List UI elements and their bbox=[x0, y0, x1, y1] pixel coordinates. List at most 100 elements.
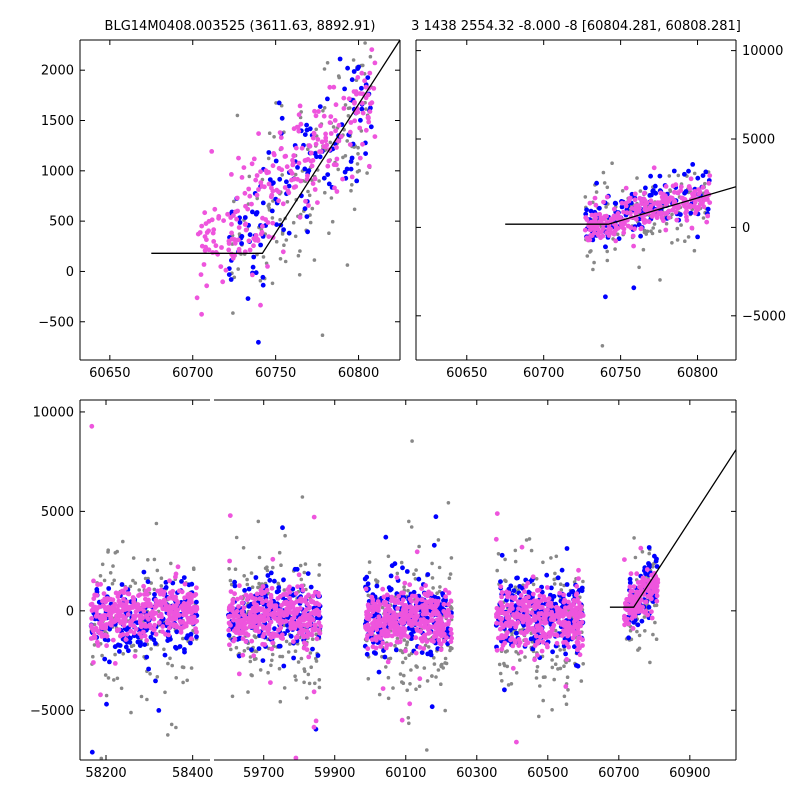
full-lightcurve-seg2-point-magenta bbox=[425, 593, 430, 598]
full-lightcurve-seg2-point-magenta bbox=[536, 639, 541, 644]
full-lightcurve-seg2-point-magenta bbox=[570, 635, 576, 641]
full-lightcurve-seg2-point-magenta bbox=[238, 595, 244, 600]
zoom-left-point-grey bbox=[279, 103, 284, 108]
zoom-left-point-magenta bbox=[284, 164, 290, 170]
full-lightcurve-seg2-point-magenta bbox=[413, 599, 419, 605]
full-lightcurve-seg2-point-grey bbox=[579, 679, 584, 683]
full-lightcurve-seg2-point-grey bbox=[280, 654, 285, 659]
full-lightcurve-seg2-point-grey bbox=[581, 579, 585, 584]
full-lightcurve-seg2-point-grey bbox=[518, 658, 522, 662]
full-lightcurve-seg2-point-magenta bbox=[529, 610, 535, 616]
full-lightcurve-seg2-point-grey bbox=[559, 588, 564, 592]
full-lightcurve-seg2-point-grey bbox=[438, 585, 442, 589]
full-lightcurve-seg2-point-grey bbox=[303, 562, 308, 566]
full-lightcurve-seg1-point-magenta bbox=[104, 643, 109, 649]
full-lightcurve-seg1-point-blue bbox=[137, 643, 143, 648]
zoom-right-point-grey bbox=[652, 222, 657, 226]
full-lightcurve-seg1-point-magenta bbox=[156, 620, 162, 625]
full-lightcurve-seg2-point-magenta bbox=[387, 607, 393, 613]
full-lightcurve-seg1-point-grey bbox=[131, 643, 136, 648]
zoom-left-point-magenta bbox=[194, 295, 200, 301]
full-lightcurve-seg2-point-grey bbox=[366, 677, 371, 681]
full-lightcurve-seg2-point-grey bbox=[425, 679, 430, 683]
full-lightcurve-seg1-point-grey bbox=[121, 539, 125, 544]
full-lightcurve-seg2-point-magenta bbox=[242, 621, 248, 626]
zoom-left-point-blue bbox=[307, 126, 313, 132]
full-lightcurve-seg2-point-grey bbox=[271, 565, 275, 570]
full-lightcurve-seg2-point-magenta bbox=[509, 636, 515, 642]
full-lightcurve-seg2-point-grey bbox=[279, 563, 283, 567]
full-lightcurve-seg2-point-magenta bbox=[443, 587, 448, 593]
full-lightcurve-seg2-point-magenta bbox=[573, 598, 578, 604]
full-lightcurve-seg2-point-grey bbox=[293, 649, 298, 653]
full-lightcurve-seg2-point-magenta bbox=[268, 599, 274, 605]
full-lightcurve-seg2-point-magenta bbox=[303, 599, 308, 604]
full-lightcurve-seg1-point-magenta bbox=[120, 604, 126, 610]
full-lightcurve-seg2-point-magenta bbox=[512, 615, 518, 620]
full-lightcurve-seg1-point-blue bbox=[144, 654, 150, 660]
full-lightcurve-seg2-point-magenta bbox=[288, 621, 293, 627]
full-lightcurve-seg2-point-blue bbox=[530, 646, 536, 652]
zoom-right-point-grey bbox=[668, 188, 672, 192]
zoom-right-point-magenta bbox=[682, 203, 687, 209]
full-lightcurve-seg1-point-magenta bbox=[174, 622, 179, 628]
full-lightcurve-seg1-point-magenta bbox=[98, 581, 103, 587]
full-lightcurve-seg2-xtick-label: 60300 bbox=[456, 766, 497, 781]
full-lightcurve-seg2-point-magenta bbox=[311, 724, 317, 730]
full-lightcurve-seg2-point-grey bbox=[406, 588, 410, 593]
full-lightcurve-seg2-point-grey bbox=[647, 551, 651, 556]
full-lightcurve-seg2-point-grey bbox=[562, 694, 567, 699]
zoom-right-point-blue bbox=[636, 222, 642, 228]
zoom-left-point-blue bbox=[284, 179, 289, 185]
zoom-right-point-magenta bbox=[634, 216, 639, 222]
full-lightcurve-seg2-point-magenta bbox=[227, 513, 233, 518]
zoom-left-point-grey bbox=[320, 333, 325, 338]
full-lightcurve-seg2-point-grey bbox=[432, 662, 437, 666]
zoom-left-point-magenta bbox=[327, 120, 333, 125]
zoom-left-point-magenta bbox=[305, 157, 311, 162]
full-lightcurve-seg1-point-grey bbox=[149, 647, 153, 651]
full-lightcurve-seg2-point-magenta bbox=[307, 622, 313, 628]
full-lightcurve-seg2-point-magenta bbox=[226, 627, 232, 633]
zoom-right-point-magenta bbox=[692, 210, 698, 216]
zoom-left-point-magenta bbox=[276, 198, 281, 204]
zoom-right-point-magenta bbox=[692, 200, 698, 205]
zoom-left-point-magenta bbox=[258, 302, 263, 308]
zoom-left-point-blue bbox=[281, 227, 286, 233]
full-lightcurve-seg2-point-magenta bbox=[396, 627, 401, 633]
full-lightcurve-seg2-point-blue bbox=[376, 669, 382, 675]
full-lightcurve-seg2-point-magenta bbox=[318, 623, 323, 629]
full-lightcurve-seg1-point-blue bbox=[145, 579, 151, 585]
full-lightcurve-seg2-point-magenta bbox=[510, 665, 516, 671]
full-lightcurve-seg1-point-magenta bbox=[182, 581, 188, 587]
full-lightcurve-seg2-point-magenta bbox=[507, 623, 513, 629]
full-lightcurve-seg1-point-magenta bbox=[89, 616, 94, 621]
full-lightcurve-seg2-point-grey bbox=[310, 637, 315, 641]
zoom-right-xtick-label: 60700 bbox=[523, 366, 564, 381]
full-lightcurve-seg2-point-grey bbox=[283, 533, 287, 538]
zoom-left-point-magenta bbox=[256, 187, 261, 192]
full-lightcurve-seg2-point-blue bbox=[292, 566, 298, 572]
zoom-left-point-blue bbox=[359, 85, 364, 91]
full-lightcurve-seg2-point-magenta bbox=[638, 545, 644, 551]
full-lightcurve-seg1-point-magenta bbox=[161, 589, 167, 595]
zoom-left-point-magenta bbox=[290, 161, 296, 166]
zoom-left-ytick-label: 500 bbox=[49, 215, 74, 230]
full-lightcurve-seg1-point-grey bbox=[131, 578, 135, 583]
full-lightcurve-seg2-point-magenta bbox=[295, 584, 300, 589]
full-lightcurve-seg2-point-grey bbox=[395, 636, 400, 641]
full-lightcurve-seg1-point-magenta bbox=[138, 624, 144, 630]
zoom-right-point-blue bbox=[671, 168, 677, 174]
full-lightcurve-seg2-point-magenta bbox=[534, 598, 540, 604]
full-lightcurve-seg2-point-magenta bbox=[577, 652, 583, 658]
zoom-right-point-magenta bbox=[675, 190, 681, 196]
full-lightcurve-seg2-point-magenta bbox=[544, 585, 550, 590]
full-lightcurve-seg2-point-grey bbox=[313, 681, 317, 686]
full-lightcurve-ytick-label: −5000 bbox=[30, 704, 74, 719]
zoom-right-ytick-label: −5000 bbox=[742, 309, 786, 324]
full-lightcurve-seg2-point-magenta bbox=[258, 590, 264, 596]
full-lightcurve-seg2-point-grey bbox=[541, 560, 545, 565]
zoom-left-point-magenta bbox=[352, 99, 357, 105]
full-lightcurve-seg2-point-grey bbox=[246, 690, 250, 694]
full-lightcurve-seg2-point-blue bbox=[400, 565, 405, 571]
